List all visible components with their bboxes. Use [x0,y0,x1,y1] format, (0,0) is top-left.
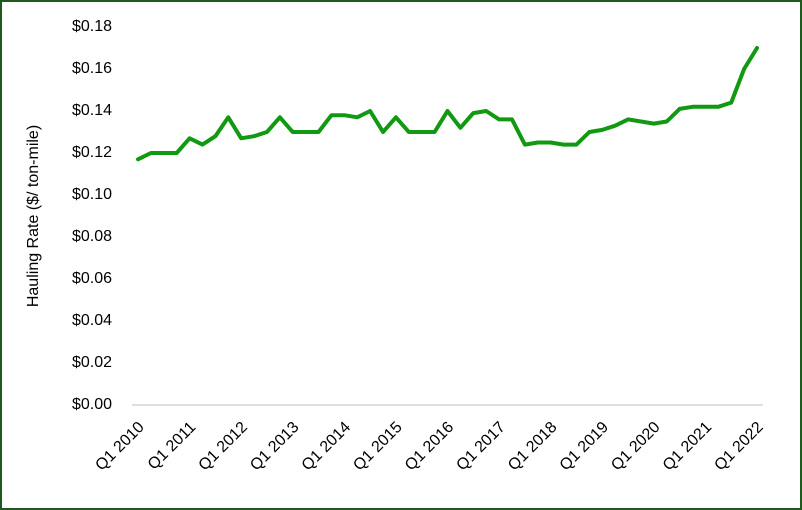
y-tick-label: $0.04 [72,312,112,329]
y-tick-label: $0.16 [72,60,112,77]
y-tick-label: $0.06 [72,270,112,287]
y-tick-label: $0.14 [72,102,112,119]
y-tick-label: $0.08 [72,228,112,245]
y-tick-label: $0.00 [72,396,112,413]
data-line [136,46,759,162]
y-tick-label: $0.18 [72,18,112,35]
y-tick-label: $0.10 [72,186,112,203]
y-axis-label: Hauling Rate ($/ ton-mile) [25,125,42,307]
y-tick-label: $0.02 [72,354,112,371]
y-tick-label: $0.12 [72,144,112,161]
